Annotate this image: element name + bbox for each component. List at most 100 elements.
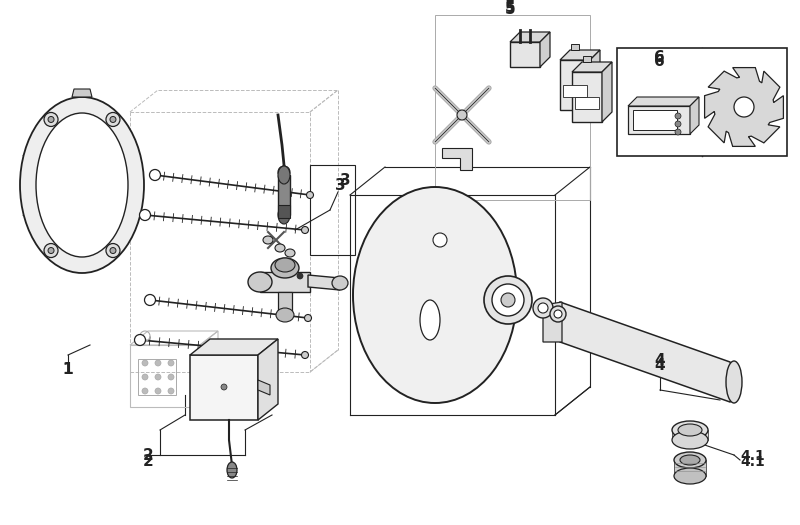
Ellipse shape xyxy=(110,247,116,254)
Bar xyxy=(617,48,787,156)
Polygon shape xyxy=(674,460,706,476)
Polygon shape xyxy=(602,62,612,122)
Bar xyxy=(571,44,579,50)
Text: 4: 4 xyxy=(654,358,666,373)
Ellipse shape xyxy=(278,166,290,178)
Bar xyxy=(633,110,677,130)
Ellipse shape xyxy=(726,361,742,403)
Polygon shape xyxy=(560,50,600,60)
Text: 4.1: 4.1 xyxy=(740,455,765,469)
Bar xyxy=(563,85,587,97)
Polygon shape xyxy=(705,68,783,146)
Polygon shape xyxy=(590,50,600,110)
Text: 6: 6 xyxy=(654,50,664,65)
Polygon shape xyxy=(543,302,562,342)
Ellipse shape xyxy=(168,388,174,394)
Polygon shape xyxy=(258,339,278,420)
Text: 5: 5 xyxy=(505,3,515,17)
Ellipse shape xyxy=(227,462,237,478)
Polygon shape xyxy=(190,339,278,355)
Text: 1: 1 xyxy=(62,362,74,377)
Polygon shape xyxy=(558,302,735,402)
Ellipse shape xyxy=(278,206,290,224)
Polygon shape xyxy=(628,106,690,134)
Ellipse shape xyxy=(263,236,273,244)
Bar xyxy=(435,15,590,200)
Ellipse shape xyxy=(36,113,128,257)
Polygon shape xyxy=(628,97,699,106)
Text: 6: 6 xyxy=(654,54,664,68)
Ellipse shape xyxy=(675,113,681,119)
Ellipse shape xyxy=(674,452,706,468)
Ellipse shape xyxy=(20,97,144,273)
Ellipse shape xyxy=(134,334,146,345)
Text: 4: 4 xyxy=(654,353,666,368)
Ellipse shape xyxy=(168,360,174,366)
Ellipse shape xyxy=(457,110,467,120)
Polygon shape xyxy=(278,292,292,315)
Bar xyxy=(138,359,176,395)
Ellipse shape xyxy=(734,97,754,117)
Ellipse shape xyxy=(680,455,700,465)
Ellipse shape xyxy=(142,360,148,366)
Bar xyxy=(583,56,591,62)
Ellipse shape xyxy=(276,308,294,322)
Ellipse shape xyxy=(433,233,447,247)
Ellipse shape xyxy=(275,258,295,272)
Ellipse shape xyxy=(675,129,681,135)
Ellipse shape xyxy=(139,209,150,220)
Ellipse shape xyxy=(674,468,706,484)
Ellipse shape xyxy=(332,276,348,290)
Polygon shape xyxy=(72,89,92,97)
Ellipse shape xyxy=(168,374,174,380)
Text: 3: 3 xyxy=(334,178,346,194)
Polygon shape xyxy=(690,97,699,134)
Polygon shape xyxy=(572,62,612,72)
Text: 4.1: 4.1 xyxy=(740,449,765,463)
Ellipse shape xyxy=(672,431,708,449)
Ellipse shape xyxy=(420,300,440,340)
Polygon shape xyxy=(260,272,310,292)
Ellipse shape xyxy=(275,244,285,252)
Ellipse shape xyxy=(155,388,161,394)
Ellipse shape xyxy=(501,293,515,307)
Ellipse shape xyxy=(672,421,708,439)
Ellipse shape xyxy=(285,249,295,257)
Ellipse shape xyxy=(248,272,272,292)
Ellipse shape xyxy=(155,360,161,366)
Ellipse shape xyxy=(554,310,562,318)
Text: 5: 5 xyxy=(505,0,515,15)
Ellipse shape xyxy=(221,384,227,390)
Ellipse shape xyxy=(678,424,702,436)
Text: 1: 1 xyxy=(62,362,74,377)
Polygon shape xyxy=(442,148,472,170)
Ellipse shape xyxy=(48,247,54,254)
Ellipse shape xyxy=(150,170,161,181)
Ellipse shape xyxy=(48,117,54,122)
Polygon shape xyxy=(278,175,290,215)
Text: 2: 2 xyxy=(142,455,154,469)
Polygon shape xyxy=(510,42,540,67)
Polygon shape xyxy=(540,32,550,67)
Polygon shape xyxy=(190,355,258,420)
Ellipse shape xyxy=(353,187,517,403)
Ellipse shape xyxy=(155,374,161,380)
Ellipse shape xyxy=(484,276,532,324)
Ellipse shape xyxy=(533,298,553,318)
Ellipse shape xyxy=(305,314,311,321)
Ellipse shape xyxy=(538,303,548,313)
Ellipse shape xyxy=(145,295,155,306)
Ellipse shape xyxy=(492,284,524,316)
Ellipse shape xyxy=(302,352,309,359)
Bar xyxy=(575,97,599,109)
Ellipse shape xyxy=(302,226,309,234)
Ellipse shape xyxy=(675,121,681,127)
Polygon shape xyxy=(560,60,590,110)
Ellipse shape xyxy=(106,244,120,258)
Polygon shape xyxy=(308,275,340,290)
Ellipse shape xyxy=(297,273,303,279)
Ellipse shape xyxy=(271,258,299,278)
Ellipse shape xyxy=(142,388,148,394)
Ellipse shape xyxy=(306,192,314,198)
Ellipse shape xyxy=(44,112,58,127)
